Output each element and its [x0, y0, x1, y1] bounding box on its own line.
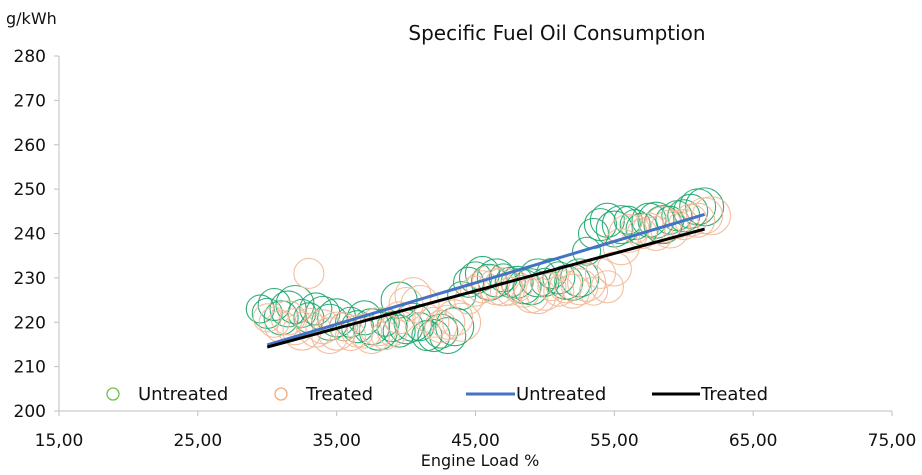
treated-point [424, 310, 458, 344]
x-tick-label: 15,00 [35, 431, 84, 451]
untreated-trendline [266, 212, 706, 347]
legend-label-treated-points: Treated [305, 384, 373, 405]
legend-label-untreated-trend: Untreated [516, 384, 606, 405]
x-tick-label: 45,00 [451, 431, 500, 451]
y-tick-label: 220 [14, 313, 46, 333]
y-tick-label: 250 [14, 180, 46, 200]
treated-point [430, 304, 466, 340]
untreated-point [382, 314, 416, 348]
treated-point [358, 307, 398, 347]
y-tick-label: 240 [14, 225, 46, 245]
untreated-point [245, 294, 275, 324]
untreated-point [685, 187, 725, 227]
chart-title: Specific Fuel Oil Consumption [408, 21, 705, 45]
treated-point [252, 303, 282, 333]
x-tick-label: 65,00 [729, 431, 778, 451]
legend-marker-untreated-points [106, 387, 120, 401]
legend-label-untreated-points: Untreated [138, 384, 228, 405]
untreated-point [263, 300, 299, 336]
y-tick-label: 210 [14, 358, 46, 378]
legend: Untreated Treated Untreated Treated [106, 384, 768, 405]
legend-marker-treated-points [274, 387, 288, 401]
x-axis-label: Engine Load % [421, 451, 540, 470]
y-tick-label: 280 [14, 47, 46, 67]
treated-point [662, 210, 692, 240]
untreated-point [453, 266, 485, 298]
untreated-point [376, 311, 408, 343]
treated-point [370, 321, 400, 351]
y-tick-label: 200 [14, 402, 46, 422]
y-axis-ticks: 200 210 220 230 240 250 260 270 280 [14, 47, 59, 422]
x-axis-ticks: 15,00 25,00 35,00 45,00 55,00 65,00 75,00 [35, 411, 917, 451]
untreated-point [572, 236, 602, 266]
treated-point [537, 272, 567, 302]
treated-point [276, 308, 314, 346]
x-tick-label: 75,00 [868, 431, 917, 451]
untreated-point [643, 205, 683, 245]
x-tick-label: 55,00 [590, 431, 639, 451]
treated-point [561, 268, 599, 306]
legend-label-treated-trend: Treated [700, 384, 768, 405]
treated-point [555, 273, 591, 309]
treated-point [620, 214, 650, 244]
treated-point [418, 306, 450, 338]
treated-trendline [266, 227, 705, 349]
x-tick-label: 25,00 [173, 431, 222, 451]
y-axis-label: g/kWh [6, 9, 57, 28]
treated-point [442, 302, 482, 342]
treated-point [590, 270, 624, 304]
untreated-point [589, 202, 625, 238]
x-tick-label: 35,00 [312, 431, 361, 451]
treated-point [293, 257, 325, 289]
treated-point [567, 262, 607, 302]
treated-point [691, 196, 732, 236]
treated-point [270, 300, 306, 336]
treated-point [543, 275, 575, 307]
treated-point [459, 275, 492, 307]
treated-point [495, 276, 525, 306]
untreated-point [601, 205, 641, 245]
y-tick-label: 260 [14, 136, 46, 156]
treated-point [578, 276, 609, 306]
treated-point [382, 301, 416, 335]
treated-point [584, 257, 617, 289]
treated-point [626, 217, 658, 250]
y-tick-label: 270 [14, 91, 46, 111]
trendlines [266, 212, 706, 349]
treated-point [549, 270, 583, 304]
y-tick-label: 230 [14, 269, 46, 289]
